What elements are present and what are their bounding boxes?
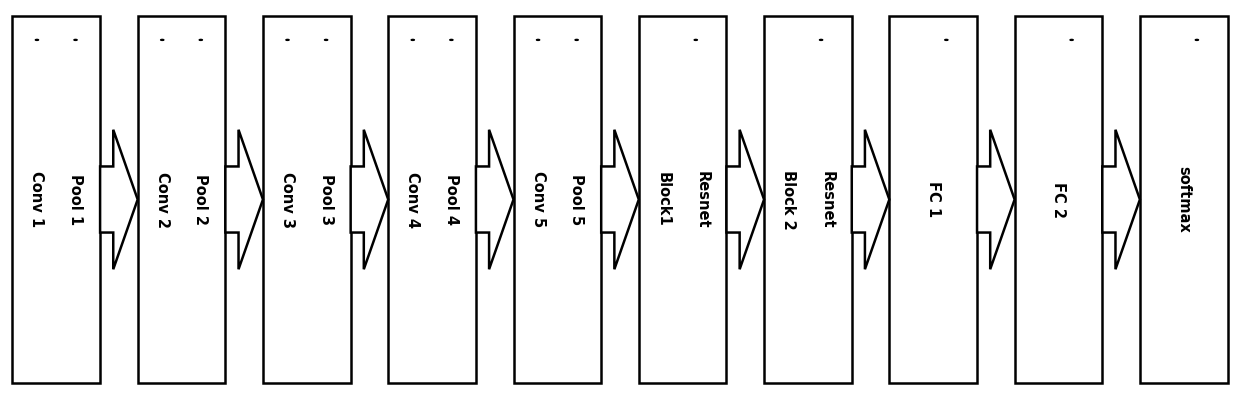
Text: Resnet: Resnet [820, 171, 835, 228]
Bar [1140, 16, 1228, 383]
Text: Pool 1: Pool 1 [68, 174, 83, 225]
Text: Block 2: Block 2 [781, 170, 796, 229]
Text: FC 2: FC 2 [1052, 182, 1066, 217]
Text: Conv 2: Conv 2 [155, 172, 170, 227]
Text: Conv 1: Conv 1 [30, 172, 45, 227]
Text: Pool 5: Pool 5 [569, 174, 584, 225]
Text: Pool 2: Pool 2 [193, 174, 208, 225]
Polygon shape [601, 130, 639, 269]
Text: FC 1: FC 1 [926, 182, 941, 217]
Polygon shape [1102, 130, 1140, 269]
Bar [263, 16, 351, 383]
Polygon shape [727, 130, 764, 269]
Polygon shape [351, 130, 388, 269]
Text: softmax: softmax [1177, 166, 1192, 233]
Text: Pool 3: Pool 3 [319, 174, 334, 225]
Polygon shape [226, 130, 263, 269]
Text: Pool 4: Pool 4 [444, 174, 459, 225]
Bar [639, 16, 727, 383]
Text: Resnet: Resnet [694, 171, 709, 228]
Polygon shape [977, 130, 1014, 269]
Text: Conv 5: Conv 5 [531, 172, 546, 227]
Polygon shape [476, 130, 513, 269]
Bar [513, 16, 601, 383]
Polygon shape [100, 130, 138, 269]
Bar [138, 16, 226, 383]
Text: Block1: Block1 [656, 172, 671, 227]
Polygon shape [852, 130, 889, 269]
Text: Conv 4: Conv 4 [405, 172, 420, 227]
Bar [12, 16, 100, 383]
Bar [388, 16, 476, 383]
Text: Conv 3: Conv 3 [280, 172, 295, 227]
Bar [889, 16, 977, 383]
Bar [1014, 16, 1102, 383]
Bar [764, 16, 852, 383]
